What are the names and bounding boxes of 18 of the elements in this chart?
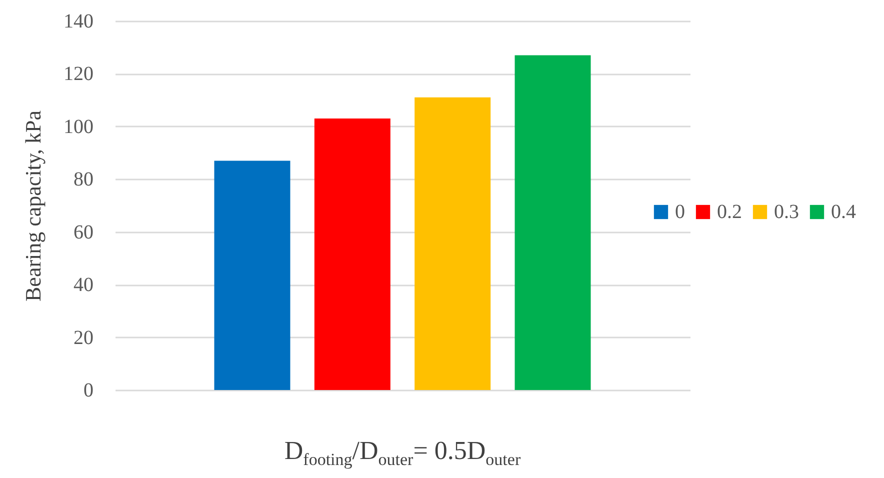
legend-label: 0.4 bbox=[831, 201, 856, 223]
legend-label: 0 bbox=[675, 201, 685, 223]
y-axis-title: Bearing capacity, kPa bbox=[20, 110, 46, 302]
bar bbox=[314, 118, 390, 390]
legend-label: 0.2 bbox=[717, 201, 742, 223]
y-tick-label: 40 bbox=[74, 274, 94, 296]
bar bbox=[214, 160, 290, 390]
y-tick-label: 140 bbox=[64, 10, 94, 32]
y-tick-label: 0 bbox=[84, 380, 94, 402]
legend-label: 0.3 bbox=[774, 201, 799, 223]
y-tick-label: 20 bbox=[74, 326, 94, 349]
bar bbox=[414, 97, 491, 390]
y-tick-label: 60 bbox=[74, 221, 94, 244]
y-tick-label: 100 bbox=[64, 116, 94, 138]
y-tick-label: 120 bbox=[64, 63, 94, 86]
bar bbox=[514, 55, 591, 390]
x-axis-title: D$_{footing}$/D$_{outer}$= 0.5D$_{outer}$ bbox=[283, 436, 522, 470]
y-tick-label: 80 bbox=[74, 168, 94, 191]
